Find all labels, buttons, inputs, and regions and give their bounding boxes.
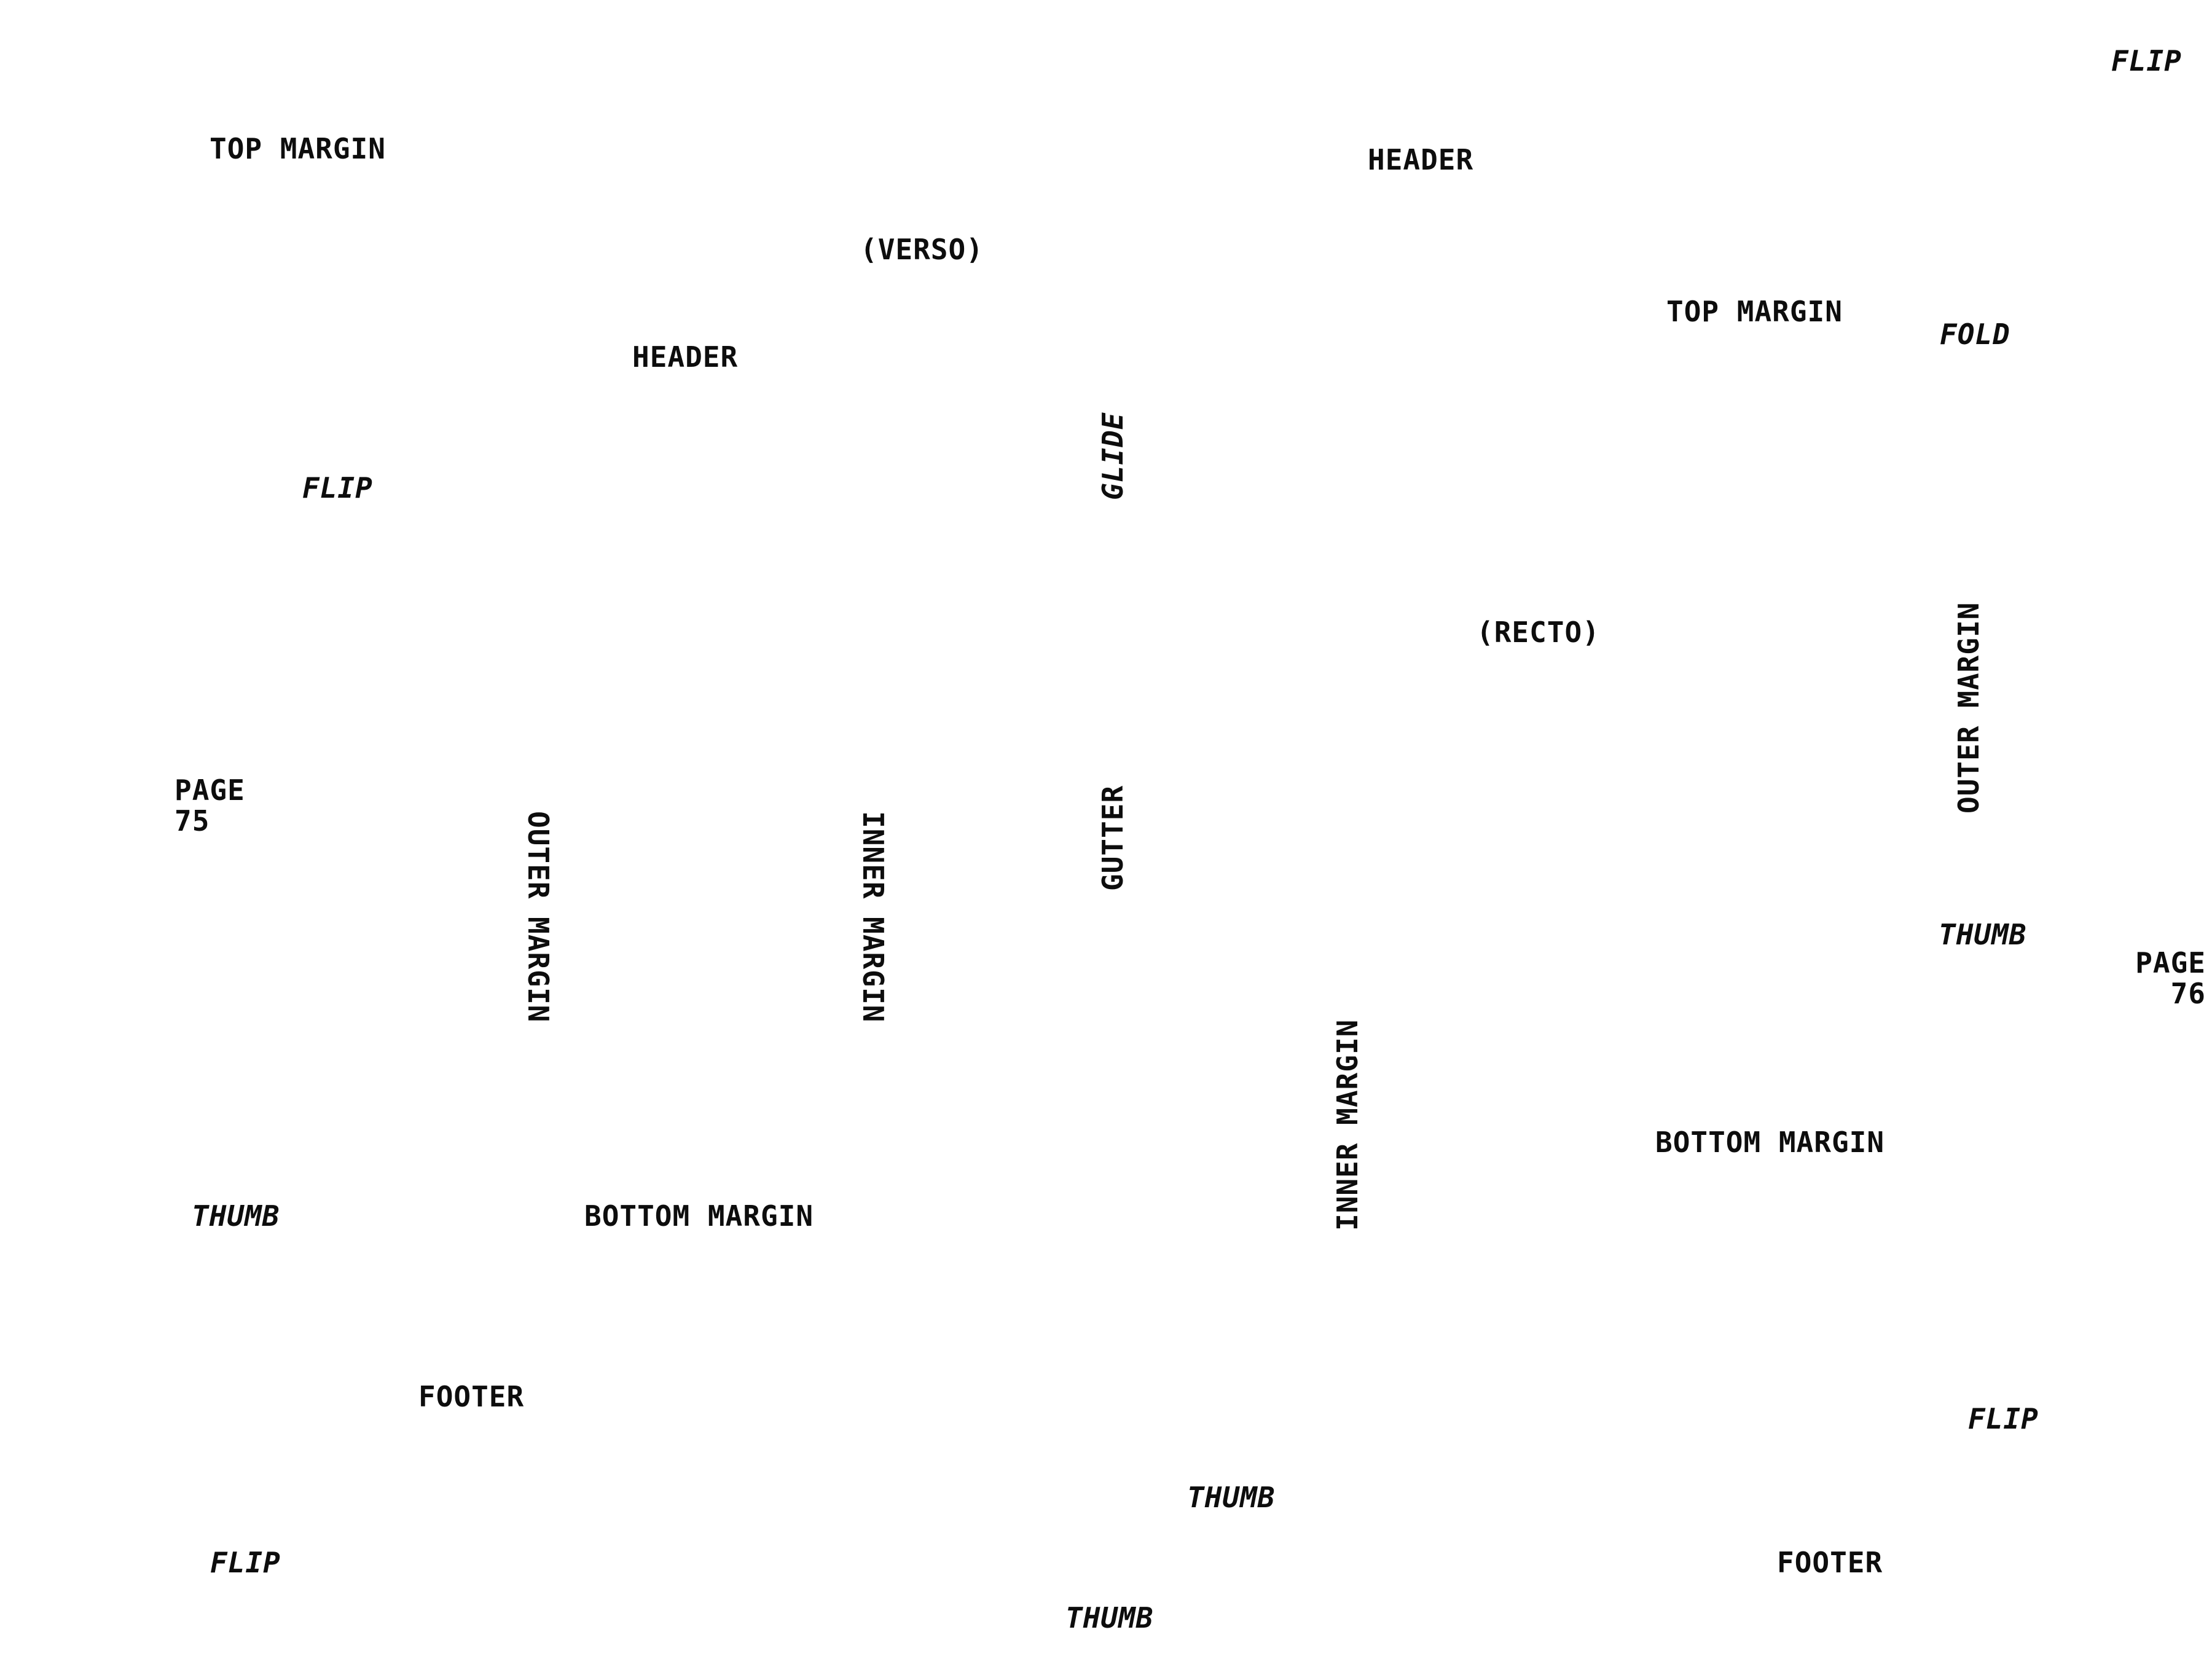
outer-margin-label-left: OUTER MARGIN [522,811,555,1023]
inner-margin-label-left: INNER MARGIN [857,811,890,1023]
flip-label-bottom-right: FLIP [1968,1402,2039,1435]
footer-label-right: FOOTER [1777,1546,1883,1579]
thumb-label-right: THUMB [1939,918,2027,951]
outer-margin-label-right: OUTER MARGIN [1952,602,1985,814]
page-number-right: 76 [2170,977,2206,1010]
flip-label-bottom-left: FLIP [210,1546,281,1579]
thumb-label-left: THUMB [192,1199,280,1233]
flip-label-left: FLIP [302,471,373,504]
thumb-label-center: THUMB [1187,1481,1276,1514]
header-label-right: HEADER [1368,143,1474,176]
verso-label: (VERSO) [860,233,984,266]
bottom-margin-label-left: BOTTOM MARGIN [584,1199,814,1233]
gutter-label: GUTTER [1096,785,1129,891]
page-number-left: 75 [175,804,210,837]
top-margin-label-right: TOP MARGIN [1666,295,1843,328]
bottom-margin-label-right: BOTTOM MARGIN [1655,1126,1885,1159]
top-margin-label-left: TOP MARGIN [210,132,386,165]
page-label-left: PAGE [175,774,245,807]
inner-margin-label-right: INNER MARGIN [1331,1019,1364,1231]
glide-label: GLIDE [1096,412,1129,500]
flip-label-top-right: FLIP [2111,44,2182,77]
fold-label: FOLD [1940,318,2010,351]
recto-label: (RECTO) [1477,616,1600,649]
footer-label-left: FOOTER [418,1380,525,1413]
page-label-right: PAGE [2135,946,2206,979]
header-label-left: HEADER [632,340,739,374]
thumb-label-bottom: THUMB [1065,1601,1154,1634]
